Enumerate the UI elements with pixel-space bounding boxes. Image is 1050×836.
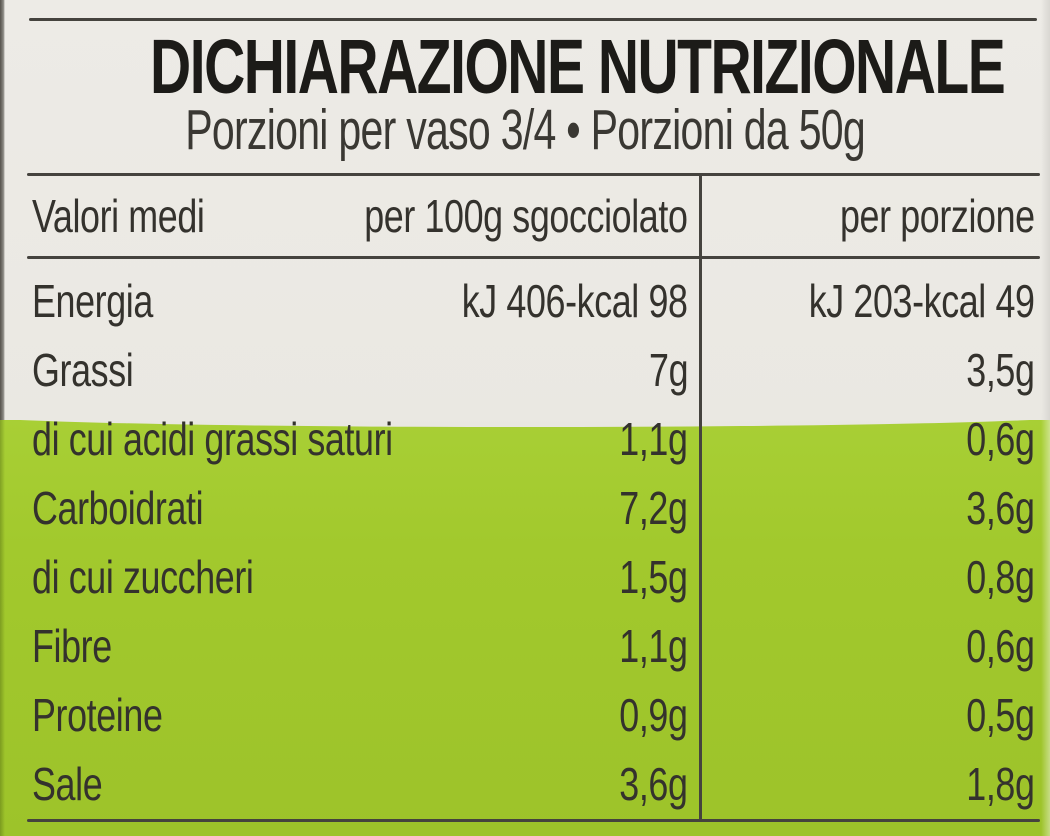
table-row: Sale 3,6g 1,8g bbox=[0, 741, 1050, 810]
table-row: Fibre 1,1g 0,6g bbox=[0, 603, 1050, 672]
value-per-100g: 0,9g bbox=[619, 688, 689, 741]
table-row: Grassi 7g 3,5g bbox=[0, 327, 1050, 396]
nutrient-label: Sale bbox=[32, 757, 103, 810]
label-subtitle-text: Porzioni per vaso 3/4 • Porzioni da 50g bbox=[185, 98, 866, 162]
value-per-portion: 0,5g bbox=[966, 688, 1036, 741]
table-row: Proteine 0,9g 0,5g bbox=[0, 672, 1050, 741]
value-per-portion: 3,5g bbox=[966, 343, 1036, 396]
jar-edge-right-highlight bbox=[1041, 0, 1050, 420]
table-row: Energia kJ 406-kcal 98 kJ 203-kcal 49 bbox=[0, 258, 1050, 327]
label-title-text: DICHIARAZIONE NUTRIZIONALE bbox=[150, 24, 1006, 110]
nutrient-label: di cui acidi grassi saturi bbox=[32, 412, 393, 465]
column-header-valori-medi: Valori medi bbox=[32, 189, 205, 242]
jar-edge-left-shadow bbox=[0, 0, 5, 420]
value-per-100g: 7,2g bbox=[619, 481, 689, 534]
table-body: Energia kJ 406-kcal 98 kJ 203-kcal 49 Gr… bbox=[0, 258, 1050, 810]
nutrient-label: Energia bbox=[32, 274, 153, 327]
table-row: Carboidrati 7,2g 3,6g bbox=[0, 465, 1050, 534]
value-per-100g: 1,1g bbox=[619, 412, 689, 465]
value-per-portion: 1,8g bbox=[966, 757, 1036, 810]
nutrient-label: Fibre bbox=[32, 619, 112, 672]
nutrient-label: Proteine bbox=[32, 688, 163, 741]
jar-edge-right-highlight-green bbox=[1041, 420, 1050, 836]
value-per-100g: 7g bbox=[648, 343, 689, 396]
column-header-per-porzione: per porzione bbox=[840, 189, 1035, 242]
green-background bbox=[0, 420, 1050, 836]
label-title: DICHIARAZIONE NUTRIZIONALE bbox=[0, 28, 1050, 106]
column-header-per-100g: per 100g sgocciolato bbox=[364, 189, 689, 242]
value-per-100g: 1,5g bbox=[619, 550, 689, 603]
value-per-100g: kJ 406-kcal 98 bbox=[462, 274, 688, 327]
jar-edge-left-shadow-green bbox=[0, 420, 5, 836]
column-divider bbox=[699, 175, 702, 821]
value-per-portion: 3,6g bbox=[966, 481, 1036, 534]
table-top-rule bbox=[27, 173, 1040, 176]
table-bottom-rule bbox=[27, 819, 1040, 822]
green-boundary-curve bbox=[0, 413, 1050, 427]
table-row: di cui acidi grassi saturi 1,1g 0,6g bbox=[0, 396, 1050, 465]
table-header-row: Valori medi per 100g sgocciolato per por… bbox=[0, 175, 1050, 256]
value-per-100g: 1,1g bbox=[619, 619, 689, 672]
nutrient-label: Carboidrati bbox=[32, 481, 204, 534]
top-rule bbox=[29, 18, 1037, 21]
value-per-portion: 0,6g bbox=[966, 619, 1036, 672]
nutrient-label: di cui zuccheri bbox=[32, 550, 254, 603]
header-bottom-rule bbox=[27, 256, 1040, 259]
table-row: di cui zuccheri 1,5g 0,8g bbox=[0, 534, 1050, 603]
nutrient-label: Grassi bbox=[32, 343, 134, 396]
value-per-portion: 0,8g bbox=[966, 550, 1036, 603]
value-per-portion: kJ 203-kcal 49 bbox=[809, 274, 1035, 327]
value-per-100g: 3,6g bbox=[619, 757, 689, 810]
label-subtitle: Porzioni per vaso 3/4 • Porzioni da 50g bbox=[0, 100, 1050, 160]
value-per-portion: 0,6g bbox=[966, 412, 1036, 465]
